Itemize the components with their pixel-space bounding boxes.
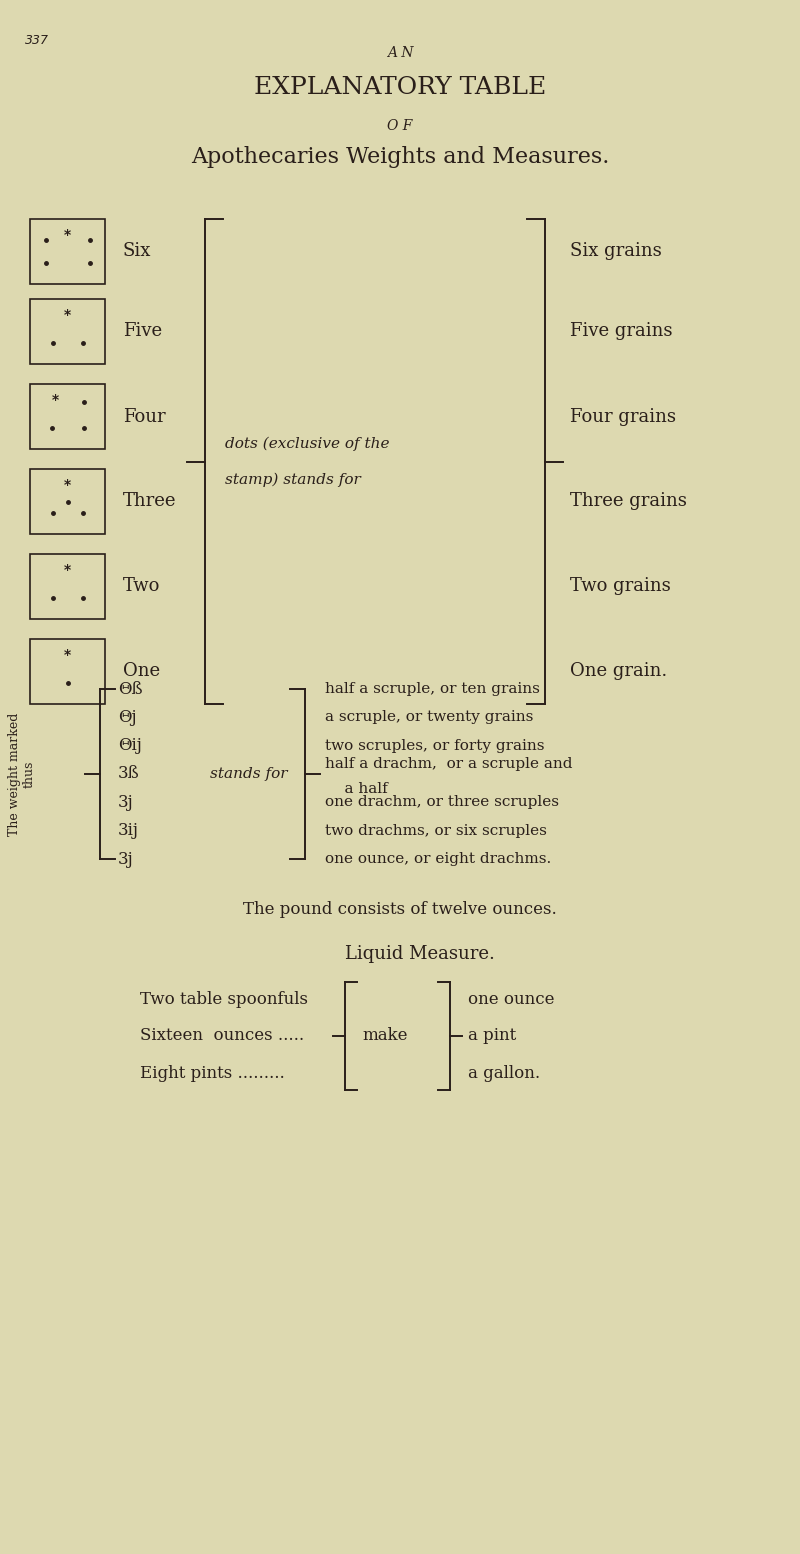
- Text: Eight pints .........: Eight pints .........: [140, 1064, 285, 1082]
- Text: *: *: [64, 228, 71, 242]
- Text: one ounce, or eight drachms.: one ounce, or eight drachms.: [325, 852, 551, 866]
- Text: Six: Six: [123, 242, 151, 261]
- Text: Six grains: Six grains: [570, 242, 662, 261]
- Text: stamp) stands for: stamp) stands for: [225, 472, 361, 486]
- Bar: [30, 219, 105, 284]
- Text: a half: a half: [325, 782, 388, 796]
- Text: Four: Four: [123, 407, 166, 426]
- Text: EXPLANATORY TABLE: EXPLANATORY TABLE: [254, 76, 546, 99]
- Text: Liquid Measure.: Liquid Measure.: [345, 945, 495, 963]
- Bar: [30, 553, 105, 618]
- Text: two scruples, or forty grains: two scruples, or forty grains: [325, 738, 545, 752]
- Text: The pound consists of twelve ounces.: The pound consists of twelve ounces.: [243, 900, 557, 917]
- Text: a scruple, or twenty grains: a scruple, or twenty grains: [325, 710, 534, 724]
- Text: stands for: stands for: [210, 768, 287, 782]
- Text: two drachms, or six scruples: two drachms, or six scruples: [325, 824, 547, 838]
- Text: 3j: 3j: [118, 850, 134, 867]
- Text: *: *: [64, 479, 71, 493]
- Text: Five: Five: [123, 323, 162, 340]
- Text: 3ß: 3ß: [118, 766, 140, 783]
- Text: Three grains: Three grains: [570, 493, 687, 511]
- Text: Two: Two: [123, 578, 160, 595]
- Text: half a drachm,  or a scruple and: half a drachm, or a scruple and: [325, 757, 573, 771]
- Text: Θß: Θß: [118, 681, 142, 698]
- Text: a pint: a pint: [468, 1027, 516, 1044]
- Text: Three: Three: [123, 493, 177, 511]
- Text: One: One: [123, 662, 160, 681]
- Text: Θij: Θij: [118, 737, 142, 754]
- Text: Four grains: Four grains: [570, 407, 676, 426]
- Text: *: *: [64, 308, 71, 322]
- Text: A N: A N: [386, 47, 414, 61]
- Text: *: *: [52, 393, 59, 407]
- Text: one drachm, or three scruples: one drachm, or three scruples: [325, 796, 559, 810]
- Text: Five grains: Five grains: [570, 323, 673, 340]
- Bar: [30, 384, 105, 449]
- Text: Θj: Θj: [118, 709, 137, 726]
- Text: dots (exclusive of the: dots (exclusive of the: [225, 437, 390, 451]
- Text: 3j: 3j: [118, 794, 134, 811]
- Text: one ounce: one ounce: [468, 990, 554, 1007]
- Text: *: *: [64, 563, 71, 577]
- Bar: [30, 298, 105, 364]
- Bar: [30, 469, 105, 535]
- Text: 337: 337: [25, 34, 49, 47]
- Text: make: make: [362, 1027, 407, 1044]
- Text: Sixteen  ounces .....: Sixteen ounces .....: [140, 1027, 304, 1044]
- Text: Two table spoonfuls: Two table spoonfuls: [140, 990, 308, 1007]
- Text: Apothecaries Weights and Measures.: Apothecaries Weights and Measures.: [191, 146, 609, 168]
- Text: a gallon.: a gallon.: [468, 1064, 540, 1082]
- Text: Two grains: Two grains: [570, 578, 670, 595]
- Text: half a scruple, or ten grains: half a scruple, or ten grains: [325, 682, 540, 696]
- Text: *: *: [64, 648, 71, 662]
- Text: O F: O F: [387, 120, 413, 134]
- Bar: [30, 639, 105, 704]
- Text: One grain.: One grain.: [570, 662, 667, 681]
- Text: The weight marked
thus: The weight marked thus: [8, 712, 36, 836]
- Text: 3ij: 3ij: [118, 822, 139, 839]
